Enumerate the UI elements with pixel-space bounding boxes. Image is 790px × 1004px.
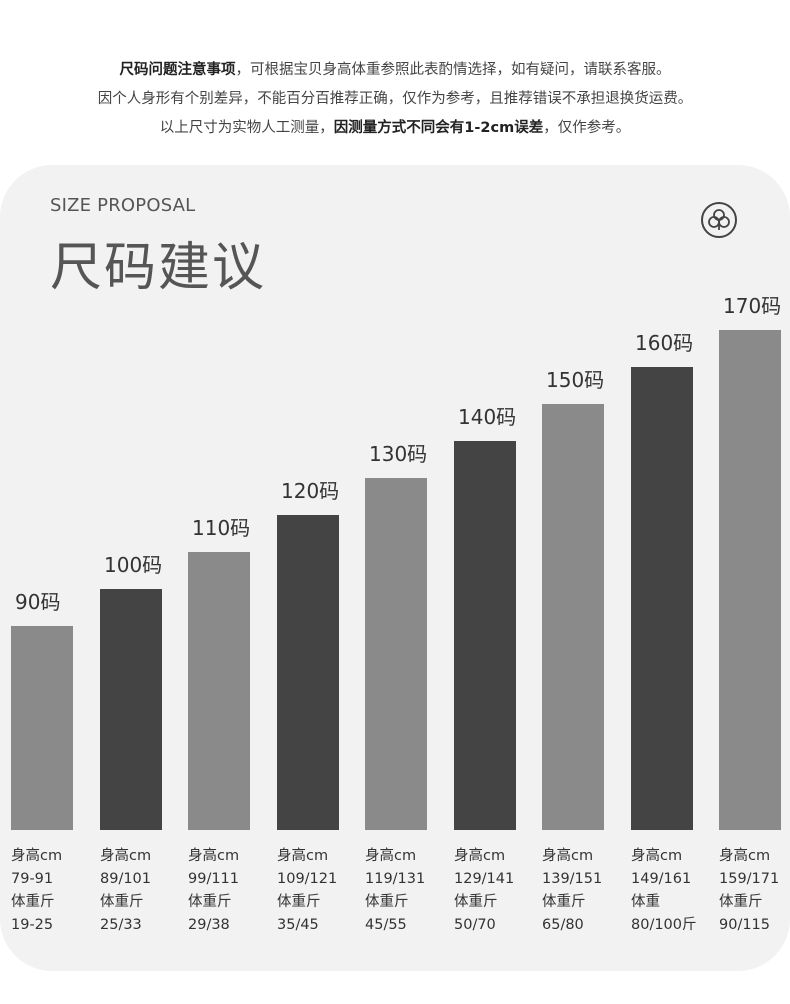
weight-label: 体重斤 xyxy=(100,894,144,910)
bar-label-140: 140码 xyxy=(458,405,516,429)
bar-140 xyxy=(454,441,516,830)
bar-label-170: 170码 xyxy=(723,294,781,318)
notice-line-3-post: ，仅作参考。 xyxy=(543,120,631,136)
weight-range: 19-25 xyxy=(11,917,54,933)
size-chart-card: SIZE PROPOSAL 尺码建议 90码 100码 110码 120码 130码 14… xyxy=(0,165,790,971)
weight-label: 体重斤 xyxy=(542,894,586,910)
weight-range: 50/70 xyxy=(454,917,496,933)
bar-100 xyxy=(100,589,162,830)
height-range: 159/171 xyxy=(719,871,780,887)
size-bar-chart: 90码 100码 110码 120码 130码 140码 150码 160码 170码 xyxy=(11,294,781,830)
weight-label: 体重斤 xyxy=(454,894,498,910)
notice-line-3-bold: 因测量方式不同会有1-2cm误差 xyxy=(333,120,544,136)
bar-120 xyxy=(277,515,339,830)
bar-label-100: 100码 xyxy=(104,553,162,577)
three-petal-circle-icon xyxy=(701,202,737,238)
height-label: 身高cm xyxy=(365,848,417,864)
height-range: 89/101 xyxy=(100,871,152,887)
bar-150 xyxy=(542,404,604,830)
weight-range: 25/33 xyxy=(100,917,142,933)
weight-label: 体重斤 xyxy=(277,894,321,910)
size-detail-140: 身高cm 129/141 体重斤 50/70 xyxy=(454,845,544,937)
height-label: 身高cm xyxy=(631,848,683,864)
bar-label-150: 150码 xyxy=(546,368,604,392)
size-detail-160: 身高cm 149/161 体重 80/100斤 xyxy=(631,845,721,937)
height-range: 109/121 xyxy=(277,871,338,887)
bar-label-160: 160码 xyxy=(635,331,693,355)
height-label: 身高cm xyxy=(454,848,506,864)
bar-label-130: 130码 xyxy=(369,442,427,466)
notice-heading: 尺码问题注意事项 xyxy=(119,62,236,78)
height-range: 79-91 xyxy=(11,871,54,887)
height-label: 身高cm xyxy=(100,848,152,864)
height-range: 149/161 xyxy=(631,871,692,887)
height-label: 身高cm xyxy=(719,848,771,864)
weight-label: 体重 xyxy=(631,894,660,910)
height-range: 129/141 xyxy=(454,871,515,887)
notice-line-3: 以上尺寸为实物人工测量，因测量方式不同会有1-2cm误差，仅作参考。 xyxy=(0,114,790,143)
height-label: 身高cm xyxy=(11,848,63,864)
size-detail-170: 身高cm 159/171 体重斤 90/115 xyxy=(719,845,790,937)
weight-range: 90/115 xyxy=(719,917,771,933)
notice-line-3-pre: 以上尺寸为实物人工测量， xyxy=(159,120,334,136)
height-range: 119/131 xyxy=(365,871,426,887)
size-detail-130: 身高cm 119/131 体重斤 45/55 xyxy=(365,845,455,937)
notice-line-2: 因个人身形有个别差异，不能百分百推荐正确，仅作为参考，且推荐错误不承担退换货运费… xyxy=(97,91,693,107)
bar-130 xyxy=(365,478,427,830)
bar-label-110: 110码 xyxy=(192,516,250,540)
weight-range: 45/55 xyxy=(365,917,407,933)
height-range: 99/111 xyxy=(188,871,240,887)
height-label: 身高cm xyxy=(277,848,329,864)
bar-90 xyxy=(11,626,73,830)
size-proposal-subtitle: SIZE PROPOSAL xyxy=(50,195,196,216)
size-detail-150: 身高cm 139/151 体重斤 65/80 xyxy=(542,845,632,937)
notice-line-1-text: ，可根据宝贝身高体重参照此表酌情选择，如有疑问，请联系客服。 xyxy=(235,62,671,78)
notice-line-1: 尺码问题注意事项，可根据宝贝身高体重参照此表酌情选择，如有疑问，请联系客服。 xyxy=(0,56,790,85)
weight-range: 35/45 xyxy=(277,917,319,933)
weight-label: 体重斤 xyxy=(188,894,232,910)
height-label: 身高cm xyxy=(542,848,594,864)
weight-label: 体重斤 xyxy=(365,894,409,910)
weight-label: 体重斤 xyxy=(719,894,763,910)
weight-label: 体重斤 xyxy=(11,894,55,910)
bar-label-120: 120码 xyxy=(281,479,339,503)
weight-range: 80/100斤 xyxy=(631,917,697,933)
weight-range: 65/80 xyxy=(542,917,584,933)
height-range: 139/151 xyxy=(542,871,603,887)
size-chart-title: 尺码建议 xyxy=(50,238,267,298)
bar-110 xyxy=(188,552,250,830)
size-detail-90: 身高cm 79-91 体重斤 19-25 xyxy=(11,845,101,937)
height-label: 身高cm xyxy=(188,848,240,864)
notice-block: 尺码问题注意事项，可根据宝贝身高体重参照此表酌情选择，如有疑问，请联系客服。 因… xyxy=(0,56,790,143)
weight-range: 29/38 xyxy=(188,917,230,933)
bar-160 xyxy=(631,367,693,830)
size-detail-120: 身高cm 109/121 体重斤 35/45 xyxy=(277,845,367,937)
bar-170 xyxy=(719,330,781,830)
size-detail-110: 身高cm 99/111 体重斤 29/38 xyxy=(188,845,278,937)
bar-label-90: 90码 xyxy=(15,590,60,614)
size-detail-100: 身高cm 89/101 体重斤 25/33 xyxy=(100,845,190,937)
